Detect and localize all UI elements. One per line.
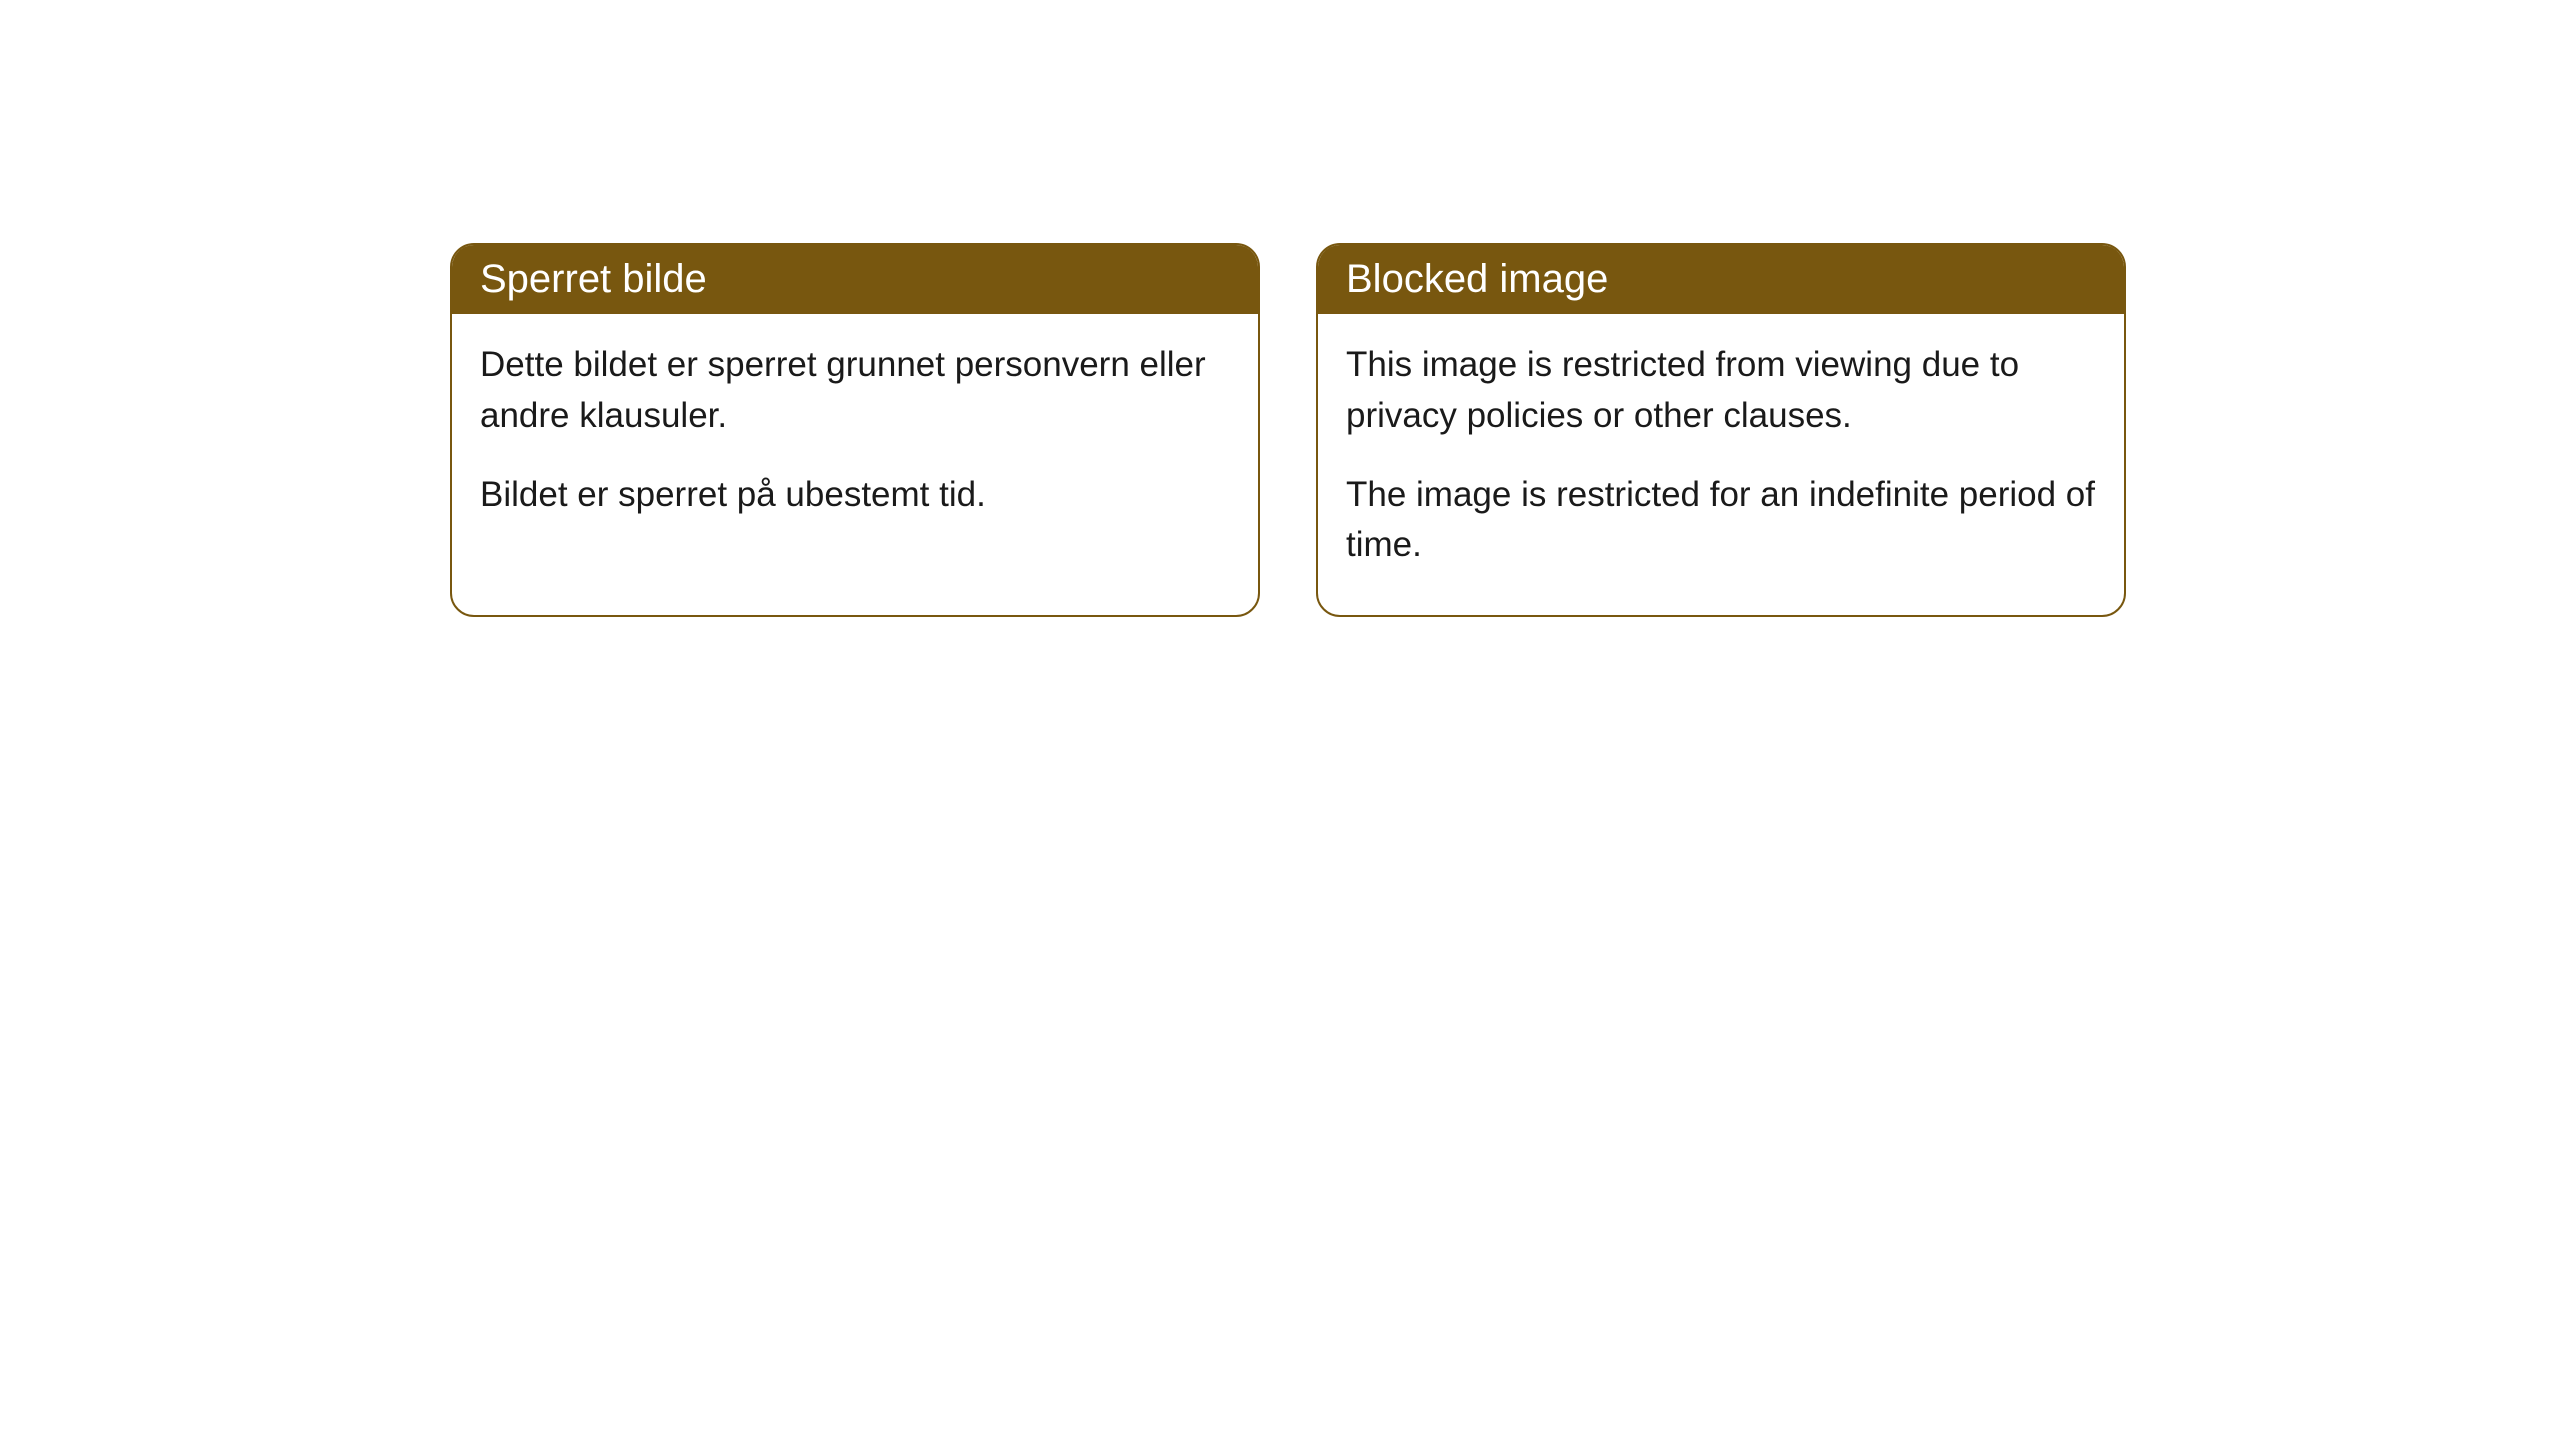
card-paragraph-1: Dette bildet er sperret grunnet personve…	[480, 340, 1230, 442]
blocked-image-card-norwegian: Sperret bilde Dette bildet er sperret gr…	[450, 243, 1260, 617]
card-header-norwegian: Sperret bilde	[452, 245, 1258, 314]
card-paragraph-2: The image is restricted for an indefinit…	[1346, 470, 2096, 572]
card-paragraph-1: This image is restricted from viewing du…	[1346, 340, 2096, 442]
blocked-image-card-english: Blocked image This image is restricted f…	[1316, 243, 2126, 617]
card-title: Blocked image	[1346, 257, 1608, 301]
notice-cards-container: Sperret bilde Dette bildet er sperret gr…	[450, 243, 2560, 617]
card-header-english: Blocked image	[1318, 245, 2124, 314]
card-paragraph-2: Bildet er sperret på ubestemt tid.	[480, 470, 1230, 521]
card-title: Sperret bilde	[480, 257, 707, 301]
card-body-norwegian: Dette bildet er sperret grunnet personve…	[452, 314, 1258, 564]
card-body-english: This image is restricted from viewing du…	[1318, 314, 2124, 615]
